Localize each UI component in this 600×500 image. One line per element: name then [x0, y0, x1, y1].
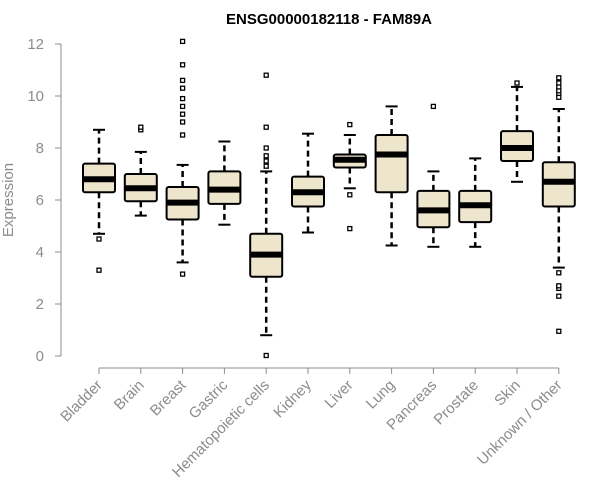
- outlier-point: [263, 124, 269, 130]
- y-tick-label: 10: [27, 88, 44, 105]
- outlier-point: [263, 145, 269, 151]
- box-group: [500, 80, 534, 183]
- x-tick-label: Bladder: [57, 377, 106, 426]
- outlier-point: [179, 95, 186, 102]
- box-group: [458, 157, 493, 248]
- x-tick-label: Liver: [322, 377, 357, 412]
- x-tick-label: Kidney: [270, 376, 315, 421]
- outlier-point: [179, 77, 186, 84]
- plot-area: [82, 38, 576, 359]
- box-group: [165, 38, 200, 277]
- box-group: [249, 72, 284, 359]
- outlier-point: [556, 293, 562, 299]
- box-group: [291, 132, 325, 234]
- box-group: [416, 103, 451, 248]
- box-group: [207, 140, 242, 226]
- outlier-point: [263, 72, 269, 78]
- outlier-point: [556, 328, 562, 334]
- outlier-point: [179, 62, 186, 68]
- x-tick-label: Breast: [147, 376, 190, 419]
- y-tick-label: 2: [36, 296, 44, 313]
- x-tick-label: Brain: [111, 377, 148, 414]
- box-group: [374, 105, 409, 247]
- outlier-point: [263, 352, 269, 359]
- y-axis-label: Expression: [0, 163, 17, 237]
- y-tick-label: 0: [36, 348, 44, 365]
- outlier-point: [514, 80, 520, 86]
- outlier-point: [179, 38, 186, 45]
- outlier-point: [556, 283, 562, 289]
- outlier-point: [347, 192, 353, 198]
- outlier-point: [347, 121, 353, 128]
- box-group: [123, 124, 158, 217]
- y-tick-label: 8: [36, 140, 44, 157]
- outlier-point: [556, 270, 562, 276]
- x-tick-label: Skin: [491, 377, 524, 410]
- outlier-point: [556, 75, 562, 81]
- outlier-point: [263, 153, 269, 159]
- outlier-point: [430, 103, 437, 110]
- outlier-point: [179, 85, 186, 91]
- outlier-point: [263, 158, 269, 164]
- chart-title: ENSG00000182118 - FAM89A: [226, 11, 432, 28]
- outlier-point: [347, 225, 353, 232]
- box-iqr: [374, 134, 409, 194]
- box-group: [82, 128, 116, 273]
- outlier-point: [179, 119, 186, 125]
- box-group: [332, 121, 367, 232]
- outlier-point: [138, 124, 144, 130]
- y-tick-label: 12: [27, 36, 44, 53]
- outlier-point: [179, 271, 186, 277]
- y-tick-label: 4: [36, 244, 44, 261]
- outlier-point: [556, 80, 562, 86]
- x-tick-label: Lung: [363, 377, 399, 413]
- x-tick-label: Prostate: [430, 377, 482, 429]
- outlier-point: [96, 267, 102, 273]
- outlier-point: [96, 236, 102, 242]
- y-tick-label: 6: [36, 192, 44, 209]
- outlier-point: [263, 163, 269, 169]
- outlier-point: [179, 103, 186, 110]
- box-group: [541, 75, 576, 334]
- outlier-point: [179, 132, 186, 138]
- outlier-point: [179, 111, 186, 117]
